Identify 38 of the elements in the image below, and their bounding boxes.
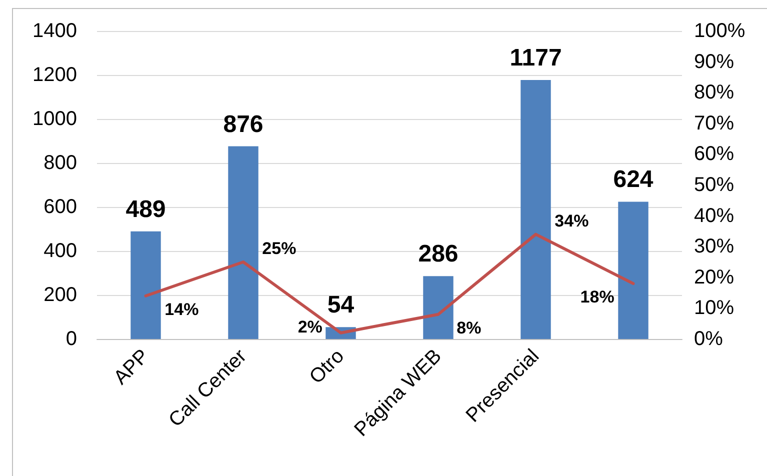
y2-tick-label: 50% (694, 174, 734, 196)
data-label: 14% (164, 300, 199, 319)
data-label: 34% (554, 211, 589, 230)
y2-tick-label: 60% (694, 143, 734, 166)
y2-tick-label: 100% (694, 20, 746, 42)
y2-tick-label: 10% (694, 297, 734, 320)
y2-tick-label: 90% (694, 50, 734, 73)
data-label: 876 (223, 110, 264, 138)
y-tick-label: 1400 (32, 20, 77, 42)
bar (520, 80, 551, 339)
x-tick-label: Otro (305, 345, 349, 388)
y2-tick-label: 70% (694, 112, 734, 134)
y2-tick-label: 40% (694, 204, 734, 227)
y-tick-label: 0 (66, 328, 77, 350)
data-label: 8% (456, 318, 482, 338)
y2-tick-label: 20% (694, 266, 734, 288)
data-label: 54 (327, 292, 355, 319)
y2-tick-label: 0% (694, 328, 724, 350)
bar (228, 146, 258, 339)
data-label: 25% (262, 239, 296, 258)
data-label: 624 (613, 166, 654, 194)
data-label: 1177 (510, 44, 562, 72)
y-tick-label: 1000 (32, 108, 77, 130)
y2-tick-label: 80% (694, 82, 734, 104)
data-label: 286 (418, 240, 458, 268)
data-label: 489 (126, 196, 166, 223)
bar (423, 276, 454, 339)
y-tick-label: 600 (44, 196, 77, 218)
data-label: 18% (580, 288, 614, 307)
data-label: 2% (298, 317, 322, 336)
bar (130, 231, 161, 339)
y-tick-label: 800 (44, 152, 77, 174)
y2-tick-label: 30% (694, 236, 734, 258)
bar (618, 202, 648, 339)
y-tick-label: 400 (44, 240, 77, 262)
y-tick-label: 1200 (32, 64, 77, 86)
line-series (144, 232, 635, 334)
y-tick-label: 200 (44, 284, 77, 306)
